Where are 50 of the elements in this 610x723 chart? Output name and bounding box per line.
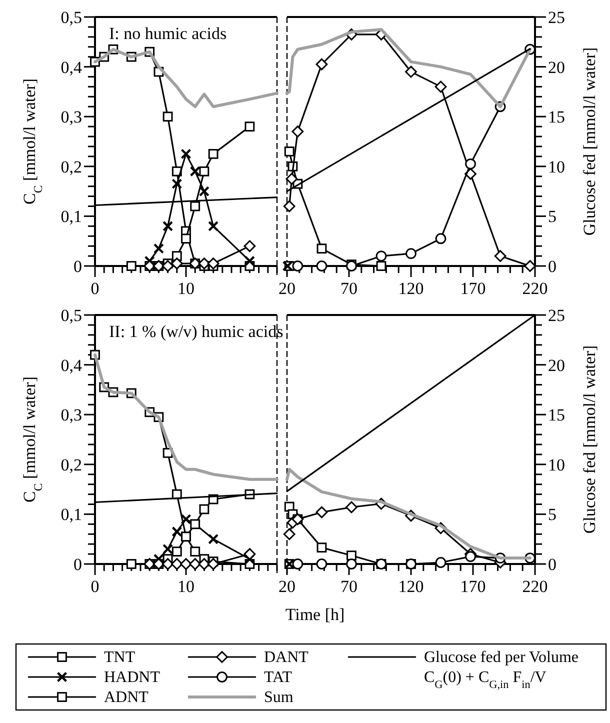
- y-tick-label: 0,3: [60, 406, 82, 425]
- y-tick-label: 0,2: [60, 157, 82, 176]
- y2-axis-title: Glucose fed [mmol/l water]: [580, 47, 599, 236]
- legend-label: ADNT: [104, 689, 149, 706]
- x-tick-label: 20: [278, 577, 296, 596]
- y-tick-label: 0,3: [60, 108, 82, 127]
- y2-tick-label: 20: [548, 356, 565, 375]
- legend-label: TNT: [104, 649, 136, 666]
- legend-label: DANT: [264, 649, 309, 666]
- x-tick-label: 220: [522, 577, 548, 596]
- y2-tick-label: 10: [548, 455, 565, 474]
- x-tick-label: 0: [90, 577, 100, 596]
- legend-label: Glucose fed per Volume C$_{G}$(0) + C$_{G,in}$ F$_{in}$/V: [424, 649, 578, 691]
- x-tick-label: 70: [340, 577, 358, 596]
- legend-label: TAT: [264, 669, 292, 686]
- x-tick-label: 170: [460, 279, 486, 298]
- y2-tick-label: 25: [548, 8, 565, 27]
- chart-title: I: no humic acids: [109, 24, 227, 43]
- y-tick-label: 0,5: [60, 8, 82, 27]
- y-tick-label: 0,2: [60, 455, 82, 474]
- x-tick-label: 120: [398, 577, 424, 596]
- y2-tick-label: 15: [548, 406, 565, 425]
- y2-tick-label: 0: [548, 256, 556, 276]
- x-tick-label: 10: [178, 577, 194, 596]
- y-tick-label: 0,5: [60, 306, 82, 325]
- x-tick-label: 70: [340, 279, 358, 298]
- y-tick-label: 0: [74, 554, 82, 574]
- y2-tick-label: 5: [548, 505, 556, 524]
- y-tick-label: 0,1: [60, 207, 82, 226]
- y2-tick-label: 10: [548, 157, 565, 176]
- x-tick-label: 10: [178, 279, 194, 298]
- y2-tick-label: 5: [548, 207, 556, 226]
- x-tick-label: 20: [278, 279, 296, 298]
- chart-title: II: 1 % (w/v) humic acids: [109, 322, 284, 341]
- x-tick-label: 120: [398, 279, 424, 298]
- legend-label: HADNT: [104, 669, 160, 686]
- x-tick-label: 0: [90, 279, 100, 298]
- y-tick-label: 0,1: [60, 505, 82, 524]
- y-tick-label: 0,4: [60, 356, 82, 375]
- y2-tick-label: 0: [548, 554, 556, 574]
- x-tick-label: 220: [522, 279, 548, 298]
- x-tick-label: 170: [460, 577, 486, 596]
- x-axis-title: Time [h]: [285, 605, 345, 624]
- y2-axis-title: Glucose fed [mmol/l water]: [580, 345, 599, 534]
- y2-tick-label: 15: [548, 108, 565, 127]
- y2-tick-label: 20: [548, 58, 565, 77]
- y2-tick-label: 25: [548, 306, 565, 325]
- legend-label: Sum: [264, 689, 294, 706]
- y-tick-label: 0: [74, 256, 82, 276]
- y-tick-label: 0,4: [60, 58, 82, 77]
